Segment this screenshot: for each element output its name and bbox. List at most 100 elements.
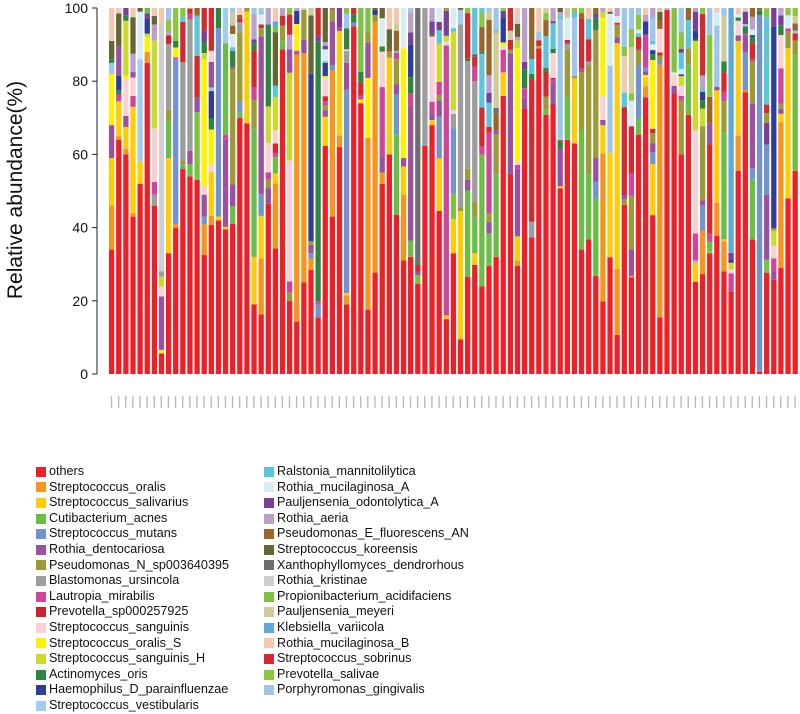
bar-segment-streptococcus-sobrinus — [622, 107, 627, 195]
bar-segment-cutibacterium-acnes — [465, 191, 470, 277]
bar-stack — [401, 8, 406, 374]
legend-swatch — [36, 701, 46, 711]
bar-segment-streptococcus-oralis-s — [209, 130, 214, 165]
x-tick-label-mark — [367, 396, 368, 408]
bar-segment-streptococcus-oralis — [615, 269, 620, 335]
bar-segment-streptococcus-sobrinus — [536, 40, 541, 46]
bar-segment-haemophilus-d-parainfluenzae — [209, 91, 214, 118]
legend-item: Pseudomonas_E_fluorescens_AN — [264, 526, 469, 542]
bar-segment-actinomyces-oris — [778, 25, 783, 35]
bar-stack — [301, 8, 306, 374]
x-tick-label-mark — [766, 396, 767, 408]
x-tick-label-mark — [118, 396, 119, 408]
bar-segment-rothia-mucilaginosa-b — [736, 8, 741, 14]
bar-segment-others — [358, 103, 363, 374]
bar-segment-propionibacterium-acidifaciens — [451, 194, 456, 220]
bar-segment-rothia-dentocariosa — [223, 140, 228, 227]
bar-segment-others — [536, 48, 541, 374]
bar-stack — [259, 8, 264, 374]
x-tick-label-mark — [666, 396, 667, 408]
legend-swatch — [264, 607, 274, 617]
bar-segment-rothia-dentocariosa — [764, 195, 769, 260]
bar-segment-rothia-dentocariosa — [123, 116, 128, 127]
x-tick-label-mark — [275, 396, 276, 408]
bar-segment-rothia-dentocariosa — [515, 169, 520, 237]
bar-stack — [323, 8, 328, 374]
bar-segment-cutibacterium-acnes — [145, 8, 150, 13]
bar-segment-rothia-dentocariosa — [629, 249, 634, 276]
bar-stack — [337, 8, 342, 374]
bar-stack — [671, 8, 676, 374]
bar-segment-rothia-dentocariosa — [643, 71, 648, 75]
legend-label: Pauljensenia_meyeri — [277, 604, 394, 620]
bar-segment-rothia-dentocariosa — [550, 83, 555, 103]
legend-swatch — [36, 545, 46, 555]
bar-segment-streptococcus-oralis — [145, 52, 150, 63]
legend-swatch — [264, 685, 274, 695]
bar-segment-streptococcus-sobrinus — [543, 72, 548, 97]
x-tick-label-mark — [752, 396, 753, 408]
bar-segment-streptococcus-sanguinis — [657, 29, 662, 52]
bar-segment-rothia-dentocariosa — [308, 245, 313, 253]
bar-segment-others — [237, 118, 242, 374]
bar-segment-actinomyces-oris — [522, 69, 527, 88]
bar-segment-porphyromonas-gingivalis — [793, 31, 798, 34]
x-tick-label-mark — [723, 396, 724, 408]
bar-segment-rothia-mucilaginosa-b — [643, 8, 648, 15]
bar-segment-blastomonas-ursincola — [586, 61, 591, 65]
bar-segment-blastomonas-ursincola — [180, 62, 185, 161]
legend-label: Porphyromonas_gingivalis — [277, 682, 425, 698]
bar-segment-others — [444, 319, 449, 374]
bar-segment-lautropia-mirabilis — [501, 50, 506, 73]
bar-segment-streptococcus-sobrinus — [486, 127, 491, 132]
bar-segment-streptococcus-salivarius — [472, 253, 477, 265]
bar-segment-cutibacterium-acnes — [493, 174, 498, 257]
bar-segment-streptococcus-koreensis — [152, 16, 157, 24]
bar-segment-pseudomonas-n-sp003640395 — [629, 196, 634, 249]
bar-segment-lautropia-mirabilis — [728, 273, 733, 291]
bar-segment-streptococcus-salivarius — [572, 78, 577, 143]
bar-segment-streptococcus-oralis-s — [202, 60, 207, 187]
bar-segment-ralstonia-mannitolilytica — [764, 17, 769, 105]
bar-stack — [273, 8, 278, 374]
bar-segment-others — [337, 147, 342, 374]
bar-segment-rothia-dentocariosa — [194, 98, 199, 113]
y-axis-label: Relative abundance(%) — [4, 81, 27, 299]
bar-segment-actinomyces-oris — [750, 37, 755, 43]
x-tick-label-mark — [424, 396, 425, 408]
bar-segment-streptococcus-mutans — [351, 23, 356, 27]
bar-segment-streptococcus-oralis — [344, 295, 349, 304]
bar-segment-streptococcus-oralis — [657, 65, 662, 318]
bar-segment-others — [493, 257, 498, 374]
bar-segment-streptococcus-koreensis — [515, 24, 520, 37]
bar-segment-rothia-dentocariosa — [743, 36, 748, 52]
bar-segment-pseudomonas-n-sp003640395 — [479, 154, 484, 157]
bar-segment-rothia-dentocariosa — [187, 151, 192, 164]
bar-segment-others — [550, 104, 555, 374]
x-tick-label-mark — [111, 396, 112, 408]
bar-segment-lautropia-mirabilis — [750, 59, 755, 61]
bar-segment-others — [273, 248, 278, 374]
bar-segment-pseudomonas-n-sp003640395 — [657, 56, 662, 61]
bar-segment-actinomyces-oris — [593, 18, 598, 30]
x-tick-label-mark — [310, 396, 311, 408]
bar-segment-others — [216, 220, 221, 374]
legend-item: Rothia_mucilaginosa_B — [264, 636, 469, 652]
legend-swatch — [36, 607, 46, 617]
bar-segment-others — [629, 277, 634, 374]
bar-segment-streptococcus-vestibularis — [223, 8, 228, 43]
legend-swatch — [36, 654, 46, 664]
legend-swatch — [36, 467, 46, 477]
bar-segment-streptococcus-sanguinis — [693, 130, 698, 233]
bar-segment-streptococcus-salivarius — [714, 90, 719, 202]
bar-segment-blastomonas-ursincola — [237, 22, 242, 32]
bar-segment-klebsiella-variicola — [273, 22, 278, 27]
bar-segment-porphyromonas-gingivalis — [572, 18, 577, 77]
bar-segment-streptococcus-mutans — [650, 152, 655, 164]
bar-stack — [152, 8, 157, 374]
bar-segment-streptococcus-salivarius — [116, 101, 121, 136]
bar-segment-actinomyces-oris — [700, 100, 705, 108]
legend-label: Lautropia_mirabilis — [49, 589, 155, 605]
bar-segment-ralstonia-mannitolilytica — [194, 16, 199, 56]
